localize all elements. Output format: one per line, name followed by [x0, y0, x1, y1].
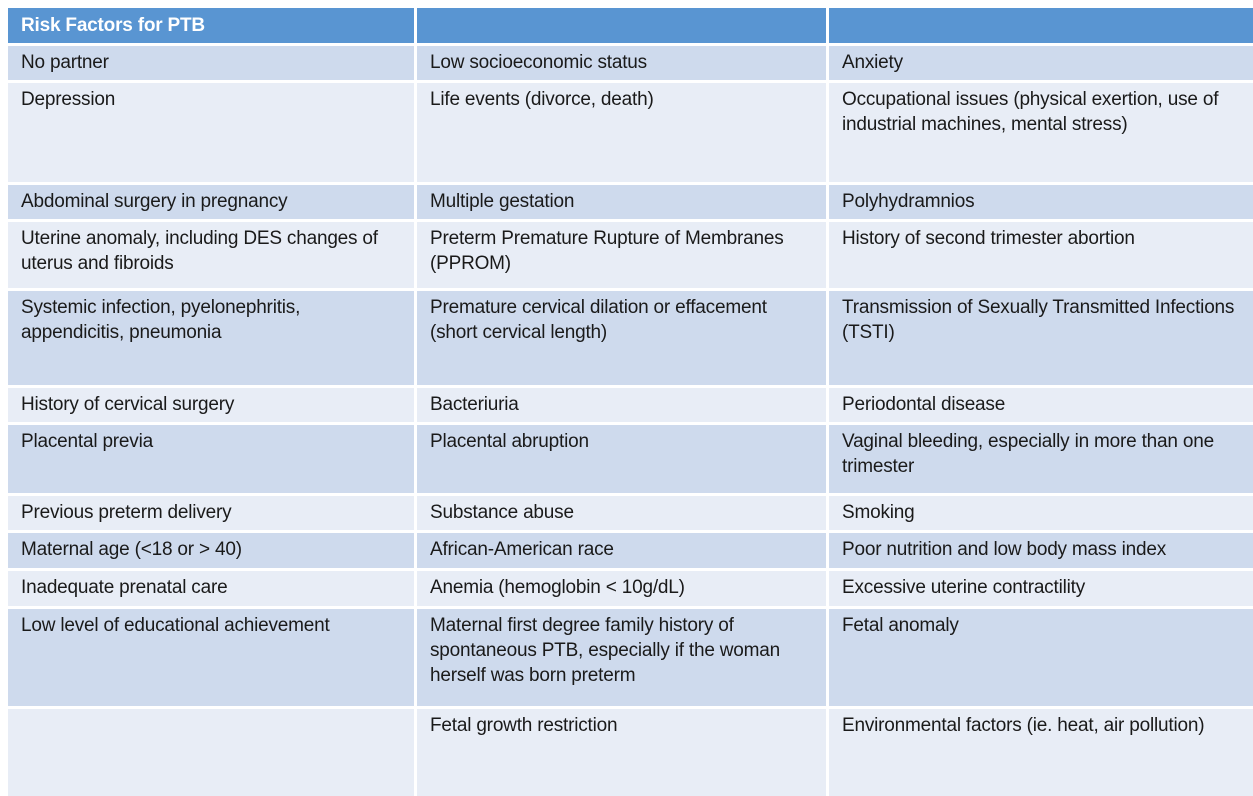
table-row: Depression Life events (divorce, death) … [8, 83, 1253, 182]
table-cell: Environmental factors (ie. heat, air pol… [829, 709, 1253, 796]
table-row: No partner Low socioeconomic status Anxi… [8, 46, 1253, 80]
table-cell: History of cervical surgery [8, 388, 414, 422]
table-cell: Smoking [829, 496, 1253, 530]
table-row: Systemic infection, pyelonephritis, appe… [8, 291, 1253, 385]
table-header-cell [829, 8, 1253, 43]
table-cell: Depression [8, 83, 414, 182]
table-cell: Anemia (hemoglobin < 10g/dL) [417, 571, 826, 606]
table-cell: Substance abuse [417, 496, 826, 530]
table-row: Inadequate prenatal care Anemia (hemoglo… [8, 571, 1253, 606]
table-cell: Multiple gestation [417, 185, 826, 219]
table-row: Placental previa Placental abruption Vag… [8, 425, 1253, 493]
table-cell: Fetal anomaly [829, 609, 1253, 706]
table-cell: Placental previa [8, 425, 414, 493]
table-row: Low level of educational achievement Mat… [8, 609, 1253, 706]
table-cell: Abdominal surgery in pregnancy [8, 185, 414, 219]
table-header-row: Risk Factors for PTB [8, 8, 1253, 43]
table-cell [8, 709, 414, 796]
table-cell: Excessive uterine contractility [829, 571, 1253, 606]
table-cell: Anxiety [829, 46, 1253, 80]
table-cell: Uterine anomaly, including DES changes o… [8, 222, 414, 288]
table-cell: Placental abruption [417, 425, 826, 493]
table-cell: Preterm Premature Rupture of Membranes (… [417, 222, 826, 288]
table-cell: Previous preterm delivery [8, 496, 414, 530]
table-row: History of cervical surgery Bacteriuria … [8, 388, 1253, 422]
table-cell: No partner [8, 46, 414, 80]
table-cell: Poor nutrition and low body mass index [829, 533, 1253, 568]
table-cell: Premature cervical dilation or effacemen… [417, 291, 826, 385]
table-cell: Maternal first degree family history of … [417, 609, 826, 706]
table-cell: Systemic infection, pyelonephritis, appe… [8, 291, 414, 385]
table-cell: Vaginal bleeding, especially in more tha… [829, 425, 1253, 493]
table-cell: Polyhydramnios [829, 185, 1253, 219]
table-cell: African-American race [417, 533, 826, 568]
table-cell: Low level of educational achievement [8, 609, 414, 706]
table-cell: Fetal growth restriction [417, 709, 826, 796]
table-row: Maternal age (<18 or > 40) African-Ameri… [8, 533, 1253, 568]
risk-factors-table: Risk Factors for PTB No partner Low soci… [8, 8, 1253, 796]
table-title: Risk Factors for PTB [8, 8, 414, 43]
table-cell: Life events (divorce, death) [417, 83, 826, 182]
table-row: Previous preterm delivery Substance abus… [8, 496, 1253, 530]
table-row: Uterine anomaly, including DES changes o… [8, 222, 1253, 288]
table-row: Abdominal surgery in pregnancy Multiple … [8, 185, 1253, 219]
table-cell: Bacteriuria [417, 388, 826, 422]
table-cell: History of second trimester abortion [829, 222, 1253, 288]
table-cell: Inadequate prenatal care [8, 571, 414, 606]
table-row: Fetal growth restriction Environmental f… [8, 709, 1253, 796]
table-cell: Transmission of Sexually Transmitted Inf… [829, 291, 1253, 385]
table-cell: Periodontal disease [829, 388, 1253, 422]
table-cell: Occupational issues (physical exertion, … [829, 83, 1253, 182]
table-cell: Maternal age (<18 or > 40) [8, 533, 414, 568]
table-cell: Low socioeconomic status [417, 46, 826, 80]
table-header-cell [417, 8, 826, 43]
